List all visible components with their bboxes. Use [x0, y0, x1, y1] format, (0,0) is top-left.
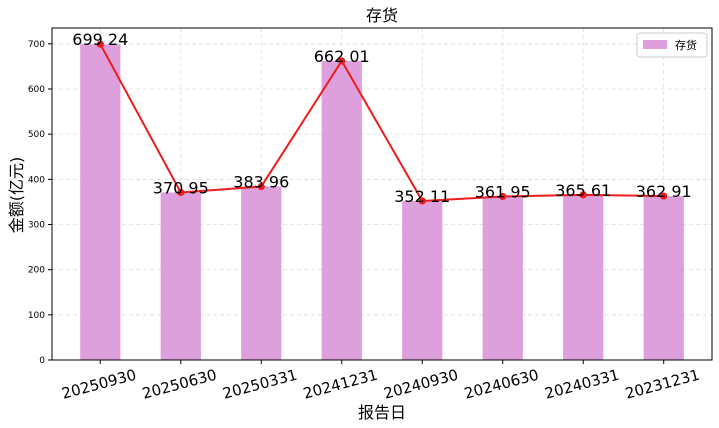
overlay-line [96, 40, 668, 205]
line-point [579, 191, 587, 199]
y-tick-label: 100 [28, 311, 45, 321]
x-tick-label: 20240930 [382, 366, 460, 403]
x-tick-label: 20240331 [543, 366, 621, 403]
bar [80, 44, 121, 360]
data-label: 662 01 [314, 47, 370, 66]
bar [643, 196, 684, 360]
x-tick-label: 20241231 [301, 366, 379, 403]
x-tick-label: 20240630 [462, 366, 540, 403]
y-tick-label: 600 [28, 85, 45, 95]
trend-line [99, 43, 664, 202]
line-point [338, 57, 346, 65]
data-label: 383 96 [233, 173, 289, 192]
bars [80, 44, 684, 360]
y-tick-label: 400 [28, 175, 45, 185]
x-tick-label: 20250930 [60, 366, 138, 403]
legend-swatch [643, 40, 667, 49]
plot-frame [51, 27, 713, 361]
bar [482, 196, 523, 360]
legend-box [636, 32, 708, 58]
line-point [660, 192, 668, 200]
y-tick-label: 0 [39, 356, 45, 366]
data-label: 699 24 [72, 30, 128, 49]
bar [321, 60, 362, 360]
data-label: 370 95 [153, 178, 209, 197]
data-label: 365 61 [555, 181, 611, 200]
x-tick-label: 20231231 [623, 366, 701, 403]
bar [402, 200, 443, 360]
y-tick-label: 300 [28, 220, 45, 230]
y-tick-label: 200 [28, 266, 45, 276]
y-tick-label: 700 [28, 40, 45, 50]
data-labels: 699 24 370 95 383 96 662 01 352 11 361 95 365 … [72, 30, 691, 206]
line-point [418, 197, 426, 205]
line-point [96, 40, 104, 48]
bar [160, 192, 201, 360]
data-label: 361 95 [475, 183, 531, 202]
x-tick-label: 20250630 [140, 366, 218, 403]
x-axis-label: 报告日 [358, 403, 406, 422]
x-tick-label: 20250331 [221, 366, 299, 403]
y-tick-label: 500 [28, 130, 45, 140]
bar [563, 194, 604, 360]
data-label: 362 91 [636, 182, 692, 201]
legend-label: 存货 [675, 38, 697, 52]
data-label: 352 11 [394, 187, 450, 206]
chart-title: 存货 [366, 6, 398, 25]
bar [241, 186, 282, 360]
line-point [257, 182, 265, 191]
y-axis-label: 金额(亿元) [7, 157, 26, 234]
grid [52, 28, 712, 361]
line-point [177, 188, 185, 197]
legend: 存货 [636, 32, 708, 58]
line-point [499, 192, 507, 201]
